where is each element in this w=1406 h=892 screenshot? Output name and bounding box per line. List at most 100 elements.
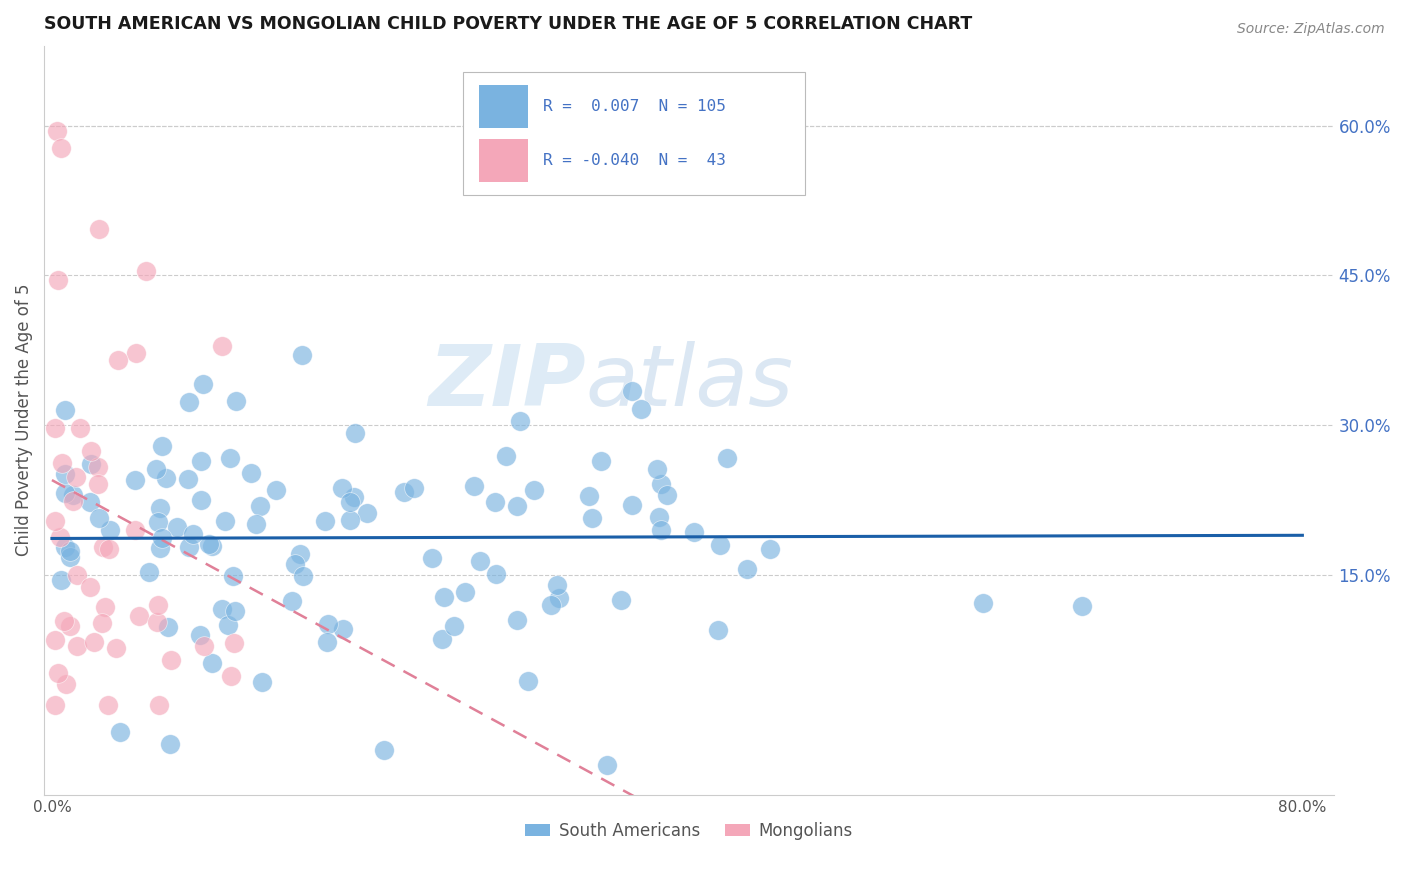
Mongolians (49, 530, 72, 544)
South Americans (138, 566, 160, 580)
South Americans (330, 481, 353, 495)
Text: R = -0.040  N =  43: R = -0.040 N = 43 (543, 153, 725, 168)
South Americans (62, 488, 84, 502)
Mongolians (44, 421, 66, 435)
South Americans (224, 604, 246, 618)
South Americans (98, 523, 121, 537)
South Americans (433, 590, 456, 604)
South Americans (214, 514, 236, 528)
South Americans (683, 524, 706, 539)
South Americans (149, 500, 172, 515)
South Americans (495, 450, 517, 464)
South Americans (591, 454, 613, 468)
South Americans (148, 541, 170, 556)
South Americans (578, 489, 600, 503)
South Americans (188, 628, 211, 642)
South Americans (621, 498, 644, 512)
Mongolians (125, 346, 148, 360)
South Americans (157, 619, 180, 633)
South Americans (645, 462, 668, 476)
South Americans (314, 514, 336, 528)
South Americans (53, 540, 76, 554)
South Americans (707, 623, 730, 637)
South Americans (420, 551, 443, 566)
South Americans (177, 395, 200, 409)
South Americans (540, 598, 562, 612)
Mongolians (135, 264, 157, 278)
Mongolians (87, 476, 110, 491)
South Americans (240, 467, 263, 481)
South Americans (292, 569, 315, 583)
Text: ZIP: ZIP (427, 342, 586, 425)
South Americans (485, 567, 508, 582)
Mongolians (91, 615, 114, 630)
Mongolians (66, 640, 89, 654)
Mongolians (51, 140, 73, 154)
South Americans (59, 549, 82, 564)
South Americans (356, 506, 378, 520)
South Americans (735, 562, 758, 576)
Mongolians (83, 634, 105, 648)
South Americans (290, 547, 312, 561)
South Americans (468, 554, 491, 568)
South Americans (759, 541, 782, 556)
Mongolians (87, 221, 110, 235)
South Americans (630, 402, 652, 417)
South Americans (201, 539, 224, 553)
South Americans (53, 485, 76, 500)
South Americans (59, 544, 82, 558)
South Americans (972, 596, 994, 610)
South Americans (218, 450, 240, 465)
South Americans (509, 413, 531, 427)
Y-axis label: Child Poverty Under the Age of 5: Child Poverty Under the Age of 5 (15, 284, 32, 557)
Mongolians (94, 599, 117, 614)
South Americans (548, 591, 571, 605)
Mongolians (146, 599, 169, 613)
South Americans (146, 516, 169, 530)
FancyBboxPatch shape (463, 72, 804, 195)
South Americans (343, 491, 366, 505)
South Americans (79, 494, 101, 508)
Mongolians (91, 541, 114, 555)
South Americans (484, 495, 506, 509)
South Americans (709, 539, 731, 553)
South Americans (197, 536, 219, 550)
Mongolians (46, 273, 69, 287)
South Americans (250, 675, 273, 690)
South Americans (284, 557, 307, 571)
Mongolians (46, 665, 69, 680)
South Americans (150, 440, 173, 454)
Text: atlas: atlas (586, 342, 794, 425)
South Americans (517, 674, 540, 689)
South Americans (53, 402, 76, 417)
South Americans (316, 635, 339, 649)
Mongolians (65, 470, 87, 484)
South Americans (716, 450, 738, 465)
Mongolians (145, 615, 167, 629)
South Americans (193, 377, 215, 392)
South Americans (430, 632, 453, 646)
Mongolians (124, 524, 146, 538)
Mongolians (44, 515, 66, 529)
South Americans (523, 483, 546, 497)
Mongolians (193, 639, 215, 653)
Mongolians (98, 541, 121, 556)
Mongolians (55, 677, 77, 691)
South Americans (621, 384, 644, 399)
Mongolians (128, 609, 150, 624)
South Americans (245, 517, 267, 532)
Mongolians (44, 633, 66, 648)
Mongolians (45, 123, 67, 137)
Bar (478, 138, 527, 182)
South Americans (650, 477, 672, 491)
South Americans (53, 467, 76, 481)
South Americans (155, 471, 177, 485)
Mongolians (159, 653, 181, 667)
South Americans (179, 541, 201, 555)
South Americans (581, 511, 603, 525)
Mongolians (224, 636, 246, 650)
South Americans (201, 657, 224, 671)
South Americans (124, 473, 146, 487)
South Americans (217, 617, 239, 632)
Text: Source: ZipAtlas.com: Source: ZipAtlas.com (1237, 22, 1385, 37)
